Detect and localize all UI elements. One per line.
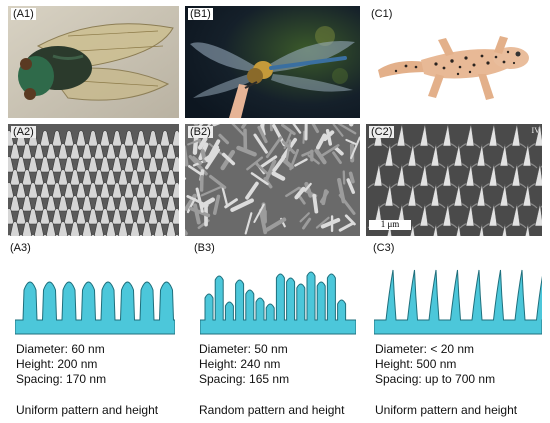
random-pillar-diagram	[200, 271, 356, 335]
specs-a: Diameter: 60 nm Height: 200 nm Spacing: …	[16, 342, 106, 387]
diameter-a: Diameter: 60 nm	[16, 342, 105, 356]
sem-panel-a: (A2)	[8, 124, 179, 236]
cicada-photo-panel: (A1)	[8, 6, 179, 118]
spacing-b: Spacing: 165 nm	[199, 372, 290, 386]
diameter-c: Diameter: < 20 nm	[375, 342, 475, 356]
spinule-diagram	[374, 269, 542, 335]
dragonfly-photo	[185, 6, 360, 118]
scale-bar: 1 μm	[369, 219, 411, 230]
cicada-photo	[8, 6, 179, 118]
specs-c: Diameter: < 20 nm Height: 500 nm Spacing…	[375, 342, 495, 387]
pattern-b: Random pattern and height	[199, 403, 345, 417]
gecko-photo-panel: (C1)	[366, 6, 542, 118]
sem-uniform-nanopillars	[8, 124, 179, 236]
pattern-c: Uniform pattern and height	[375, 403, 518, 417]
sem-corner-mark: IV	[531, 126, 540, 135]
spinule-profile	[374, 269, 542, 335]
specs-b: Diameter: 50 nm Height: 240 nm Spacing: …	[199, 342, 289, 387]
diameter-b: Diameter: 50 nm	[199, 342, 288, 356]
sem-panel-c: (C2) IV	[366, 124, 542, 236]
panel-label-a1: (A1)	[11, 8, 36, 20]
panel-label-b2: (B2)	[188, 126, 213, 138]
pattern-a: Uniform pattern and height	[16, 403, 159, 417]
pillar-profile	[15, 281, 175, 335]
panel-label-b1: (B1)	[188, 8, 213, 20]
scale-bar-label: 1 μm	[380, 219, 400, 229]
sem-random-nanopillars	[185, 124, 360, 236]
spacing-c: Spacing: up to 700 nm	[375, 372, 496, 386]
height-c: Height: 500 nm	[375, 357, 457, 371]
dragonfly-photo-panel: (B1)	[185, 6, 360, 118]
spacing-a: Spacing: 170 nm	[16, 372, 107, 386]
gecko-photo	[366, 6, 542, 118]
panel-label-b3: (B3)	[194, 242, 215, 254]
panel-label-c2: (C2)	[369, 126, 395, 138]
panel-label-c3: (C3)	[373, 242, 395, 254]
sem-spinules	[366, 124, 542, 236]
panel-label-c1: (C1)	[369, 8, 395, 20]
height-a: Height: 200 nm	[16, 357, 98, 371]
uniform-pillar-diagram	[15, 281, 175, 335]
sem-panel-b: (B2)	[185, 124, 360, 236]
height-b: Height: 240 nm	[199, 357, 281, 371]
panel-label-a3: (A3)	[10, 242, 31, 254]
panel-label-a2: (A2)	[11, 126, 36, 138]
pillar-profile	[200, 271, 356, 335]
